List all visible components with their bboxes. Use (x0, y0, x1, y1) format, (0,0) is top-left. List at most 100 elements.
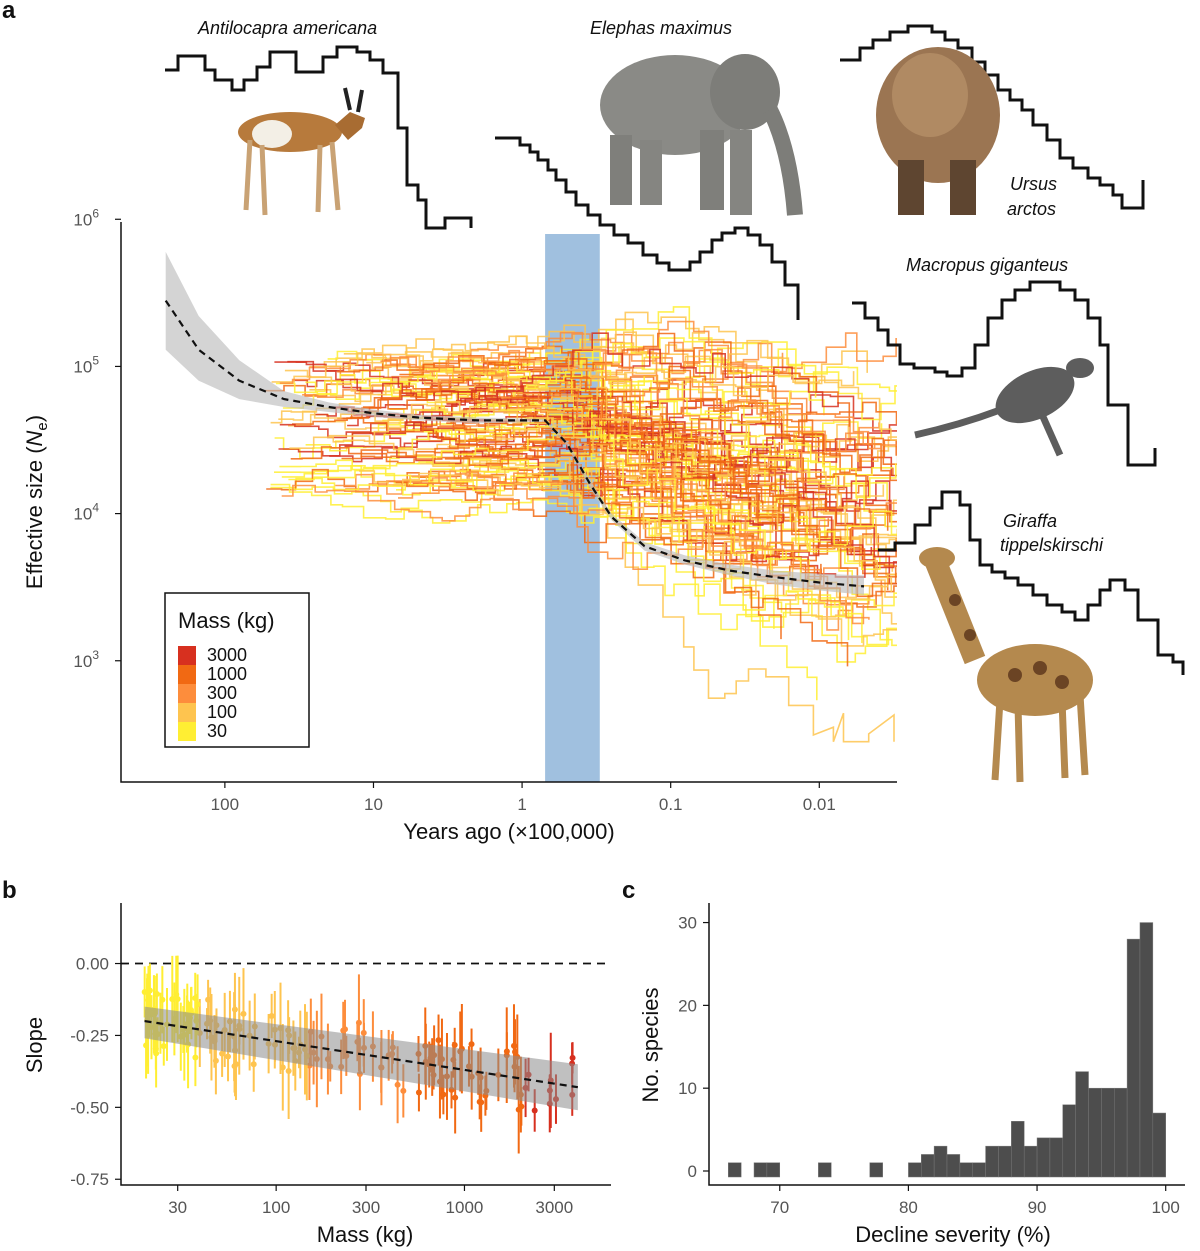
y-tick-label-b: -0.50 (70, 1098, 109, 1117)
legend-color-swatch (178, 722, 196, 741)
slope-point (400, 1087, 407, 1094)
slope-point (452, 1094, 459, 1101)
y-axis-title-b: Slope (22, 1017, 47, 1073)
trajectory-line (359, 470, 897, 647)
histogram-bar (766, 1162, 781, 1178)
macropus-image (914, 358, 1094, 457)
histogram-bar (1023, 1145, 1038, 1178)
y-tick-label-b: 0.00 (76, 955, 109, 974)
species-label-ursus-1: Ursus (1010, 174, 1057, 194)
trajectory-line (281, 484, 785, 570)
x-tick-label-b: 3000 (535, 1198, 573, 1217)
antilocapra-image (238, 87, 365, 216)
x-axis-title-b: Mass (kg) (317, 1222, 414, 1247)
x-ticks-c: 70 80 90 100 (770, 1185, 1180, 1217)
trajectory-line (337, 381, 897, 472)
x-tick-label-c: 80 (899, 1198, 918, 1217)
legend-label-100: 100 (207, 702, 237, 722)
histogram-bar (1113, 1087, 1128, 1178)
legend-title: Mass (kg) (178, 608, 275, 633)
species-ursus: Ursus arctos (840, 24, 1145, 219)
histogram-bar (946, 1154, 961, 1178)
slope-point (341, 1026, 348, 1033)
x-tick-label-a: 0.01 (803, 795, 836, 814)
legend: Mass (kg) 3000 1000 300 100 30 (164, 592, 310, 748)
elephas-image (600, 54, 803, 216)
slope-point (212, 1057, 219, 1064)
trajectory-silhouette-ursus (840, 24, 1145, 210)
histogram-bar (753, 1162, 768, 1178)
x-tick-label-c: 90 (1028, 1198, 1047, 1217)
slope-point (355, 1019, 362, 1026)
trajectory-line (309, 359, 897, 525)
trajectory-line (343, 403, 827, 512)
y-ticks-a: 103 104 105 106 (73, 206, 121, 671)
histogram-bar (921, 1154, 935, 1178)
trajectory-line (380, 331, 897, 478)
slope-point (219, 1050, 226, 1057)
x-tick-label-b: 1000 (446, 1198, 484, 1217)
x-axis-title-a: Years ago (×100,000) (403, 819, 614, 844)
trajectory-silhouette-elephas (495, 136, 800, 320)
histogram-bar (933, 1145, 948, 1178)
trajectory-line (344, 445, 897, 563)
x-axis-title-c: Decline severity (%) (855, 1222, 1051, 1247)
y-tick-label-b: -0.75 (70, 1170, 109, 1189)
histogram-bar (1126, 938, 1141, 1178)
slope-fit-line (144, 1019, 579, 1089)
species-giraffa: Giraffa tippelskirschi (878, 490, 1185, 783)
histogram-bar (1139, 922, 1154, 1178)
slope-point (451, 1042, 458, 1049)
ursus-image (876, 47, 1000, 215)
trajectory-line (446, 396, 897, 547)
giraffa-image (919, 547, 1093, 783)
trajectory-line (328, 434, 897, 618)
panel-c: 70 80 90 100 0 10 20 30 Decline severity (%) N… (638, 903, 1185, 1247)
slope-point (225, 1053, 232, 1060)
species-label-ursus-2: arctos (1007, 199, 1056, 219)
y-tick-label-a: 104 (73, 501, 99, 524)
trajectory-line (437, 456, 889, 531)
slope-point (569, 1054, 576, 1061)
trajectory-line (279, 333, 880, 446)
trajectory-line (309, 311, 868, 403)
y-tick-label-a: 105 (73, 353, 99, 376)
x-tick-label-a: 10 (364, 795, 383, 814)
panel-label-c: c (622, 877, 635, 904)
species-label-elephas: Elephas maximus (590, 18, 732, 38)
y-ticks-c: 0 10 20 30 (678, 914, 709, 1181)
trajectory-line (360, 450, 849, 667)
trajectory-silhouette-giraffa (878, 490, 1185, 675)
legend-label-3000: 3000 (207, 645, 247, 665)
slope-point (194, 1001, 201, 1008)
trajectory-line (292, 379, 897, 482)
slope-point (250, 1061, 257, 1068)
histogram-bars (728, 922, 1166, 1178)
slope-point (440, 1091, 447, 1098)
histogram-bar (985, 1145, 999, 1178)
x-tick-label-c: 100 (1152, 1198, 1180, 1217)
y-tick-label-c: 0 (688, 1162, 697, 1181)
histogram-bar (728, 1162, 742, 1178)
x-tick-label-b: 30 (168, 1198, 187, 1217)
slope-point (435, 1037, 442, 1044)
species-antilocapra: Antilocapra americana (165, 18, 473, 230)
legend-color-swatch (178, 684, 196, 703)
legend-color-swatch (178, 703, 196, 722)
slope-point (268, 1012, 275, 1019)
trajectory-line (426, 341, 876, 453)
x-tick-label-c: 70 (770, 1198, 789, 1217)
x-tick-label-a: 0.1 (659, 795, 683, 814)
slope-fit-band (144, 1006, 578, 1111)
legend-label-1000: 1000 (207, 664, 247, 684)
x-tick-label-b: 300 (352, 1198, 380, 1217)
trajectory-line (302, 332, 897, 398)
histogram-bar (1075, 1071, 1089, 1178)
slope-point (160, 1043, 167, 1050)
panel-a: 100 10 1 0.1 0.01 103 104 105 106 Years ago (×1… (22, 18, 1185, 844)
trajectory-line (333, 332, 839, 421)
trajectory-line (428, 422, 897, 598)
trajectory-line (337, 345, 897, 567)
species-label-giraffa-1: Giraffa (1003, 511, 1057, 531)
